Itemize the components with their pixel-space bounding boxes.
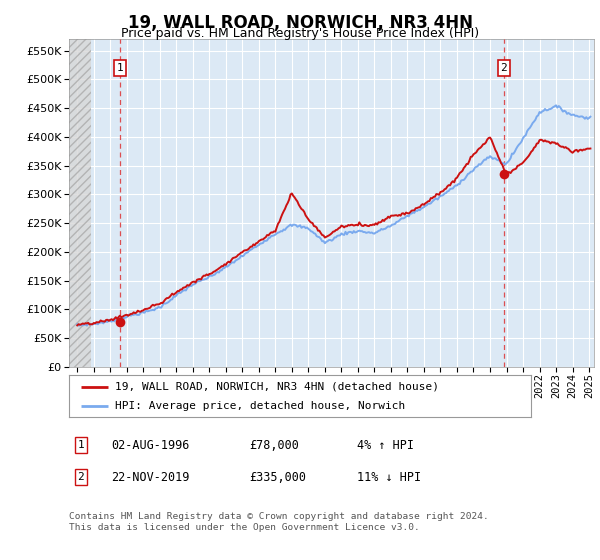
Text: 19, WALL ROAD, NORWICH, NR3 4HN (detached house): 19, WALL ROAD, NORWICH, NR3 4HN (detache… — [115, 382, 439, 392]
Text: £335,000: £335,000 — [249, 470, 306, 484]
Text: 19, WALL ROAD, NORWICH, NR3 4HN: 19, WALL ROAD, NORWICH, NR3 4HN — [128, 14, 473, 32]
Text: 2: 2 — [500, 63, 507, 73]
Text: Contains HM Land Registry data © Crown copyright and database right 2024.
This d: Contains HM Land Registry data © Crown c… — [69, 512, 489, 532]
Text: 4% ↑ HPI: 4% ↑ HPI — [357, 438, 414, 452]
Bar — [69, 39, 91, 367]
Text: 2: 2 — [77, 472, 85, 482]
Text: HPI: Average price, detached house, Norwich: HPI: Average price, detached house, Norw… — [115, 402, 406, 411]
Text: 1: 1 — [116, 63, 123, 73]
Text: 1: 1 — [77, 440, 85, 450]
Text: 22-NOV-2019: 22-NOV-2019 — [111, 470, 190, 484]
Text: Price paid vs. HM Land Registry's House Price Index (HPI): Price paid vs. HM Land Registry's House … — [121, 27, 479, 40]
Text: 11% ↓ HPI: 11% ↓ HPI — [357, 470, 421, 484]
Text: £78,000: £78,000 — [249, 438, 299, 452]
Text: 02-AUG-1996: 02-AUG-1996 — [111, 438, 190, 452]
